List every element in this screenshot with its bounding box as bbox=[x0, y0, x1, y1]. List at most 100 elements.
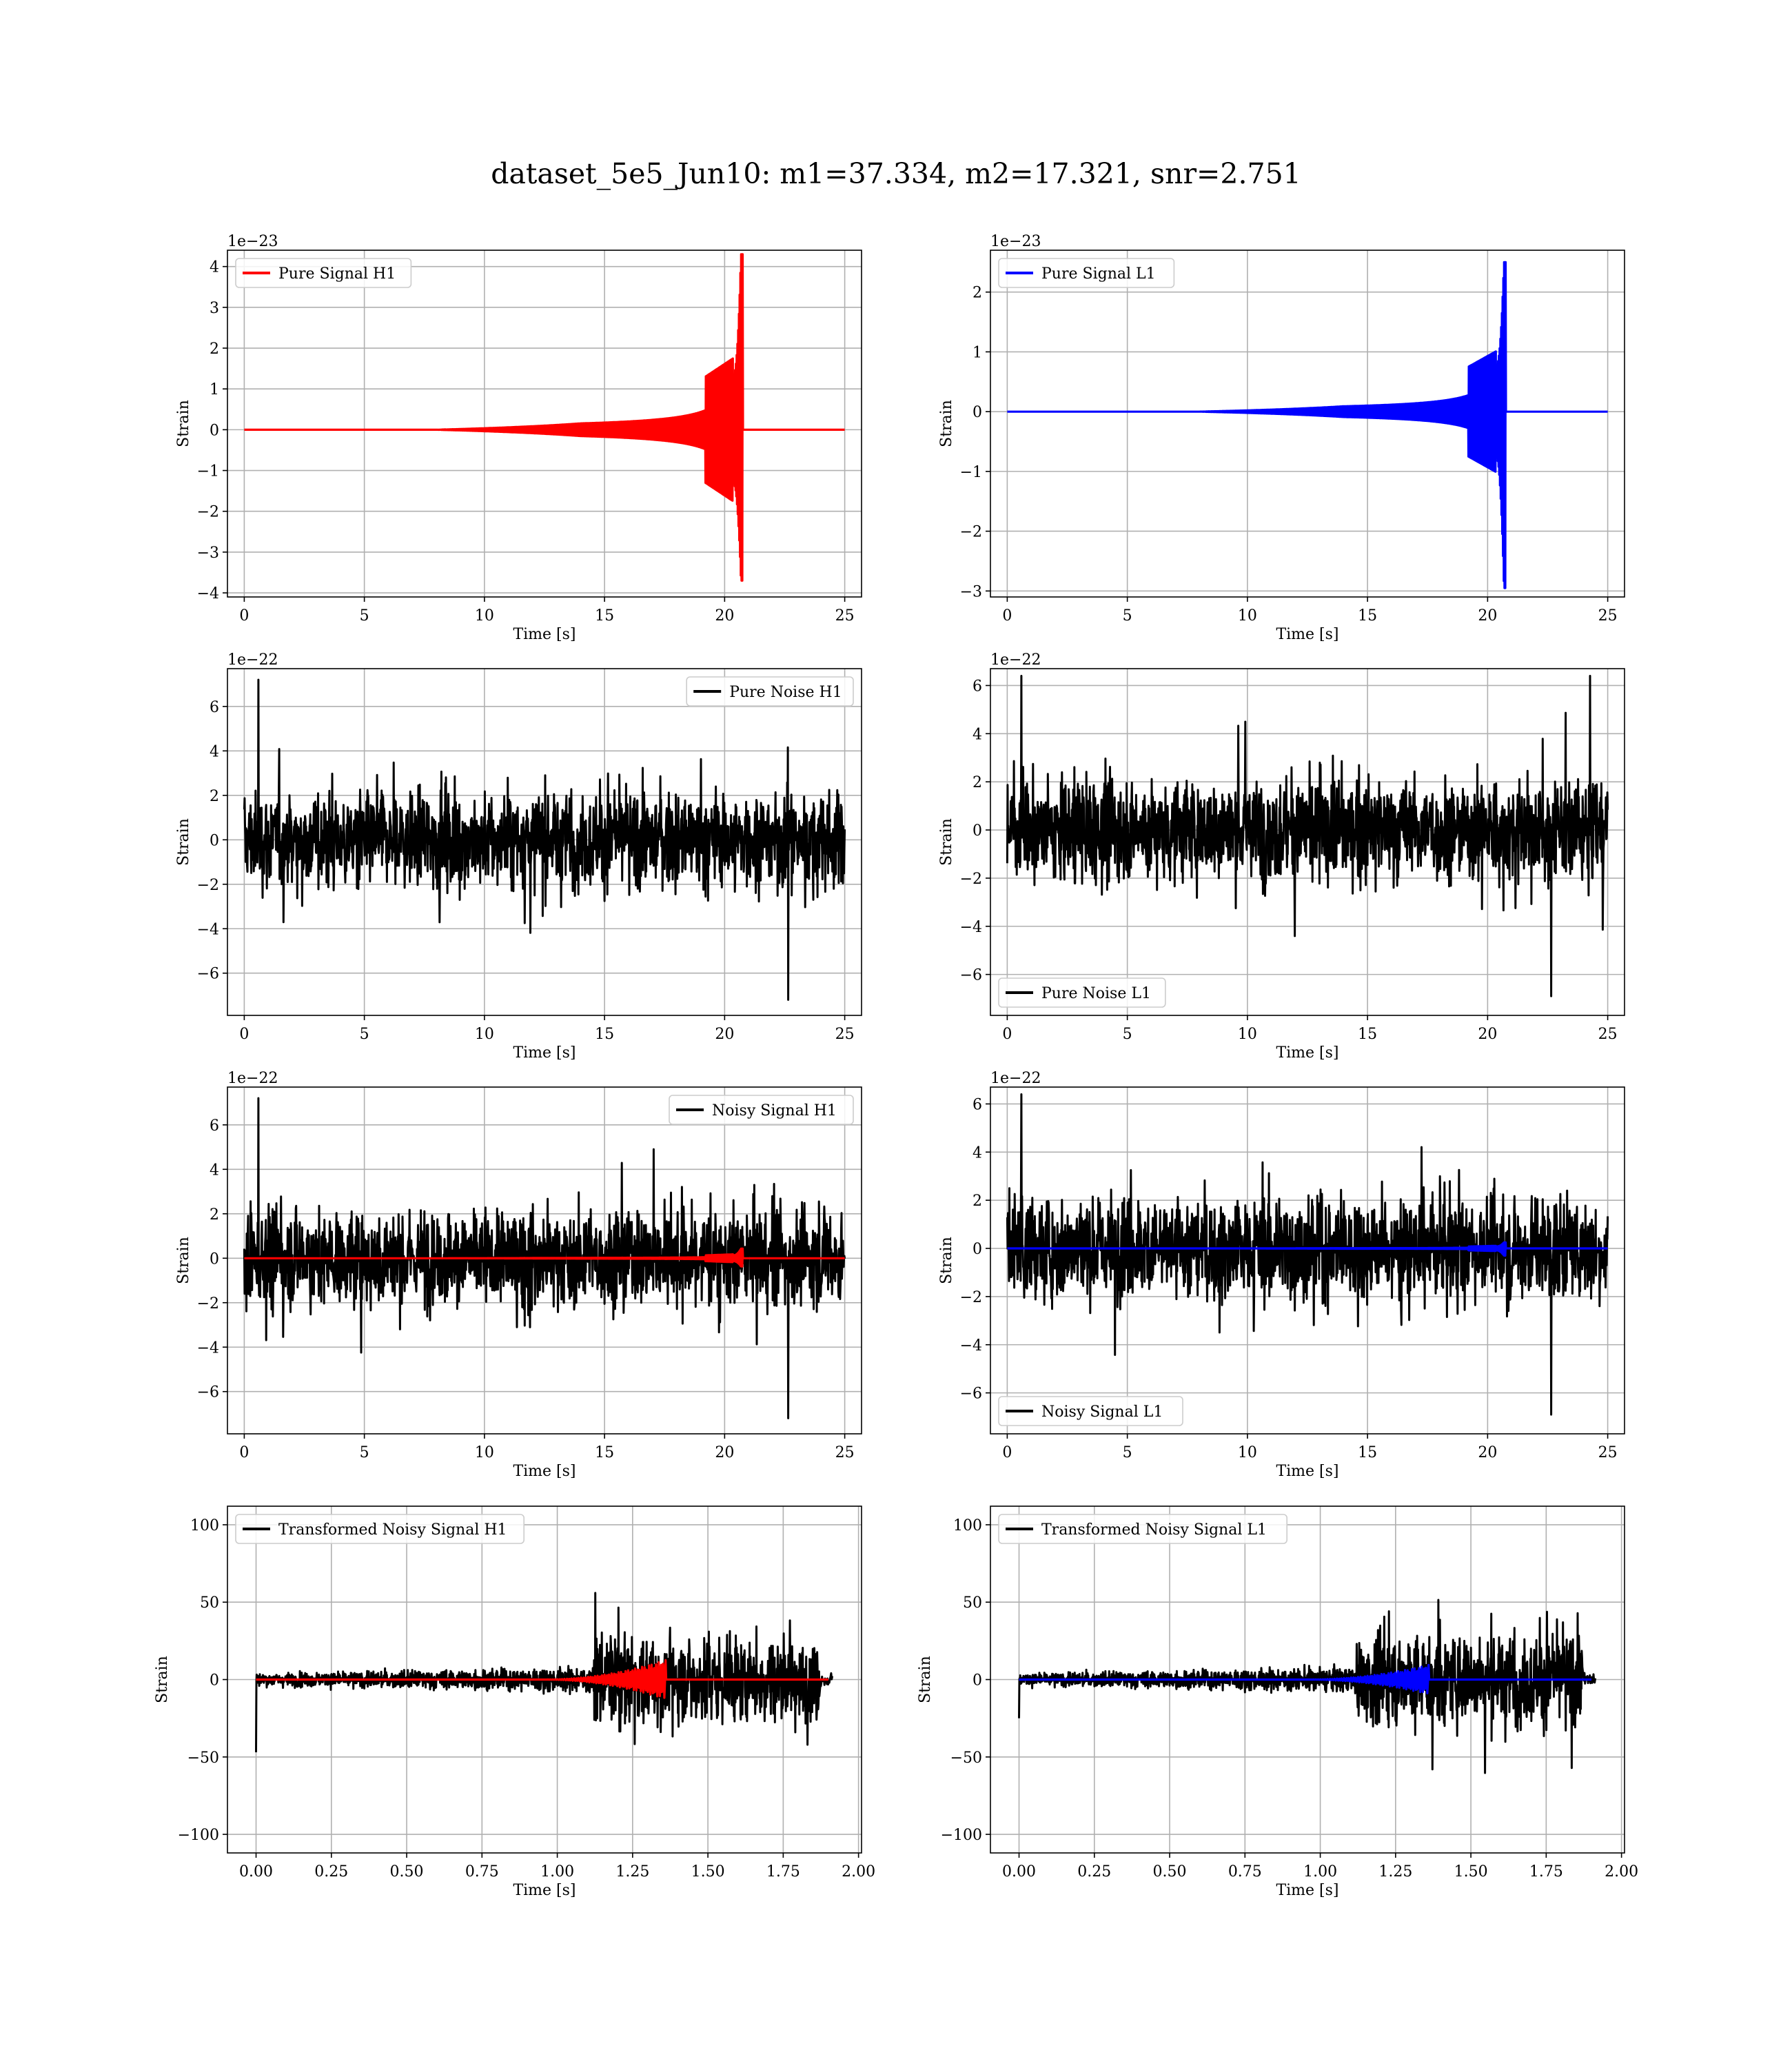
x-tick-label: 20 bbox=[715, 1026, 734, 1043]
y-tick-label: −100 bbox=[178, 1827, 219, 1844]
x-tick-label: 0 bbox=[1002, 1444, 1012, 1461]
chart-panel-noisy-signal-l1: 0 5 10 15 20 25 −6 −4 −2 0 2 4 6 Time [s] Strain 1e−22 N… bbox=[938, 1070, 1625, 1480]
legend-label: Pure Noise L1 bbox=[1041, 985, 1151, 1002]
y-tick-label: 4 bbox=[210, 1162, 219, 1179]
legend: Noisy Signal H1 bbox=[669, 1095, 854, 1125]
axis-offset-text: 1e−22 bbox=[227, 651, 278, 669]
x-tick-label: 1.50 bbox=[691, 1863, 725, 1881]
axis-offset-text: 1e−23 bbox=[227, 233, 278, 250]
x-tick-label: 2.00 bbox=[1605, 1863, 1638, 1881]
x-tick-label: 10 bbox=[475, 1444, 494, 1461]
x-axis-label: Time [s] bbox=[1276, 1463, 1338, 1480]
y-tick-label: 4 bbox=[973, 1144, 982, 1162]
x-tick-label: 5 bbox=[360, 1444, 369, 1461]
y-tick-label: −2 bbox=[960, 1289, 982, 1306]
y-tick-label: −6 bbox=[197, 966, 219, 983]
y-tick-label: 0 bbox=[973, 1241, 982, 1258]
y-tick-label: −6 bbox=[960, 967, 982, 984]
y-tick-label: −100 bbox=[941, 1827, 982, 1844]
legend-label: Noisy Signal H1 bbox=[712, 1102, 837, 1119]
y-tick-label: −2 bbox=[197, 1295, 219, 1312]
y-tick-label: −50 bbox=[950, 1750, 982, 1767]
x-tick-label: 0.50 bbox=[390, 1863, 424, 1881]
legend-label: Noisy Signal L1 bbox=[1041, 1403, 1163, 1421]
series-line-noisy-signal-l1 bbox=[1006, 1093, 1609, 1416]
plot-area bbox=[1006, 261, 1609, 589]
legend: Transformed Noisy Signal L1 bbox=[998, 1514, 1288, 1544]
y-tick-label: 0 bbox=[210, 1250, 219, 1268]
x-tick-label: 25 bbox=[1598, 1026, 1618, 1043]
y-tick-label: 4 bbox=[973, 726, 982, 743]
y-tick-label: 100 bbox=[190, 1517, 219, 1534]
x-tick-label: 5 bbox=[1123, 1444, 1132, 1461]
y-tick-label: 2 bbox=[210, 1206, 219, 1224]
x-tick-label: 0 bbox=[1002, 1026, 1012, 1043]
axes-frame bbox=[990, 668, 1625, 1016]
legend-label: Pure Signal L1 bbox=[1041, 265, 1156, 283]
axes-frame bbox=[227, 668, 862, 1016]
chart-panel-transformed-noisy-signal-h1: 0.00 0.25 0.50 0.75 1.00 1.25 1.50 1.75 2.00 −100… bbox=[154, 1506, 875, 1899]
axes-frame bbox=[990, 1086, 1625, 1435]
series-line-pure-signal-l1 bbox=[1006, 261, 1609, 589]
legend-box bbox=[998, 1514, 1288, 1544]
axes-frame bbox=[990, 250, 1625, 598]
y-axis-label: Strain bbox=[175, 1237, 192, 1284]
plot-area bbox=[1006, 675, 1609, 997]
axis-offset-text: 1e−22 bbox=[227, 1070, 278, 1087]
x-axis-label: Time [s] bbox=[513, 1882, 576, 1899]
y-tick-label: 6 bbox=[973, 678, 982, 695]
y-axis-label: Strain bbox=[917, 1656, 934, 1703]
axis-offset-text: 1e−22 bbox=[990, 651, 1041, 669]
x-tick-label: 5 bbox=[1123, 607, 1132, 625]
legend: Transformed Noisy Signal H1 bbox=[235, 1514, 525, 1544]
x-tick-label: 1.00 bbox=[540, 1863, 574, 1881]
legend-label: Pure Noise H1 bbox=[729, 684, 842, 701]
x-tick-label: 1.75 bbox=[1529, 1863, 1563, 1881]
x-tick-label: 20 bbox=[1478, 607, 1497, 625]
y-tick-label: 0 bbox=[210, 832, 219, 849]
x-tick-label: 1.00 bbox=[1303, 1863, 1337, 1881]
x-tick-label: 0.75 bbox=[1228, 1863, 1262, 1881]
x-tick-label: 0.25 bbox=[1077, 1863, 1111, 1881]
legend-box bbox=[998, 1396, 1183, 1426]
y-tick-label: −1 bbox=[960, 464, 982, 481]
series-line-pure-noise-h1 bbox=[243, 678, 846, 1001]
y-tick-label: 50 bbox=[963, 1594, 982, 1612]
x-axis-label: Time [s] bbox=[1276, 1044, 1338, 1062]
series-line-overlay-1 bbox=[243, 1247, 846, 1268]
axis-offset-text: 1e−23 bbox=[990, 233, 1041, 250]
x-tick-label: 25 bbox=[835, 1026, 855, 1043]
legend: Noisy Signal L1 bbox=[998, 1396, 1183, 1426]
axes-frame bbox=[227, 250, 862, 598]
y-tick-label: 1 bbox=[973, 344, 982, 361]
y-tick-label: 100 bbox=[953, 1517, 982, 1534]
y-tick-label: −4 bbox=[960, 1337, 982, 1355]
x-tick-label: 2.00 bbox=[842, 1863, 875, 1881]
x-tick-label: 5 bbox=[360, 1026, 369, 1043]
y-tick-label: 0 bbox=[210, 422, 219, 439]
y-tick-label: 4 bbox=[210, 743, 219, 760]
axes-frame bbox=[227, 1086, 862, 1435]
x-tick-label: 0 bbox=[239, 607, 249, 625]
x-tick-label: 15 bbox=[1358, 607, 1377, 625]
plot-area bbox=[1006, 1093, 1609, 1416]
legend: Pure Signal H1 bbox=[235, 258, 412, 288]
x-tick-label: 0.00 bbox=[1002, 1863, 1036, 1881]
x-axis-label: Time [s] bbox=[513, 1463, 576, 1480]
y-tick-label: −4 bbox=[197, 585, 219, 602]
x-tick-label: 25 bbox=[1598, 607, 1618, 625]
x-tick-label: 10 bbox=[1238, 1026, 1257, 1043]
x-tick-label: 20 bbox=[715, 607, 734, 625]
series-line-overlay-1 bbox=[1018, 1663, 1592, 1694]
y-tick-label: −50 bbox=[187, 1750, 219, 1767]
legend: Pure Noise H1 bbox=[686, 676, 854, 707]
y-axis-label: Strain bbox=[938, 1237, 955, 1284]
chart-panel-pure-signal-h1: 0 5 10 15 20 25 −4 −3 −2 −1 0 1 2 3 4 Time [s] Strain 1e−… bbox=[175, 233, 862, 643]
legend: Pure Signal L1 bbox=[998, 258, 1175, 288]
x-tick-label: 10 bbox=[1238, 607, 1257, 625]
y-axis-label: Strain bbox=[175, 818, 192, 866]
x-tick-label: 1.25 bbox=[615, 1863, 649, 1881]
series-line-overlay-1 bbox=[255, 1659, 829, 1699]
y-tick-label: −4 bbox=[960, 919, 982, 936]
chart-panel-pure-noise-h1: 0 5 10 15 20 25 −6 −4 −2 0 2 4 6 Time [s] Strain 1e−22 P… bbox=[175, 651, 862, 1062]
